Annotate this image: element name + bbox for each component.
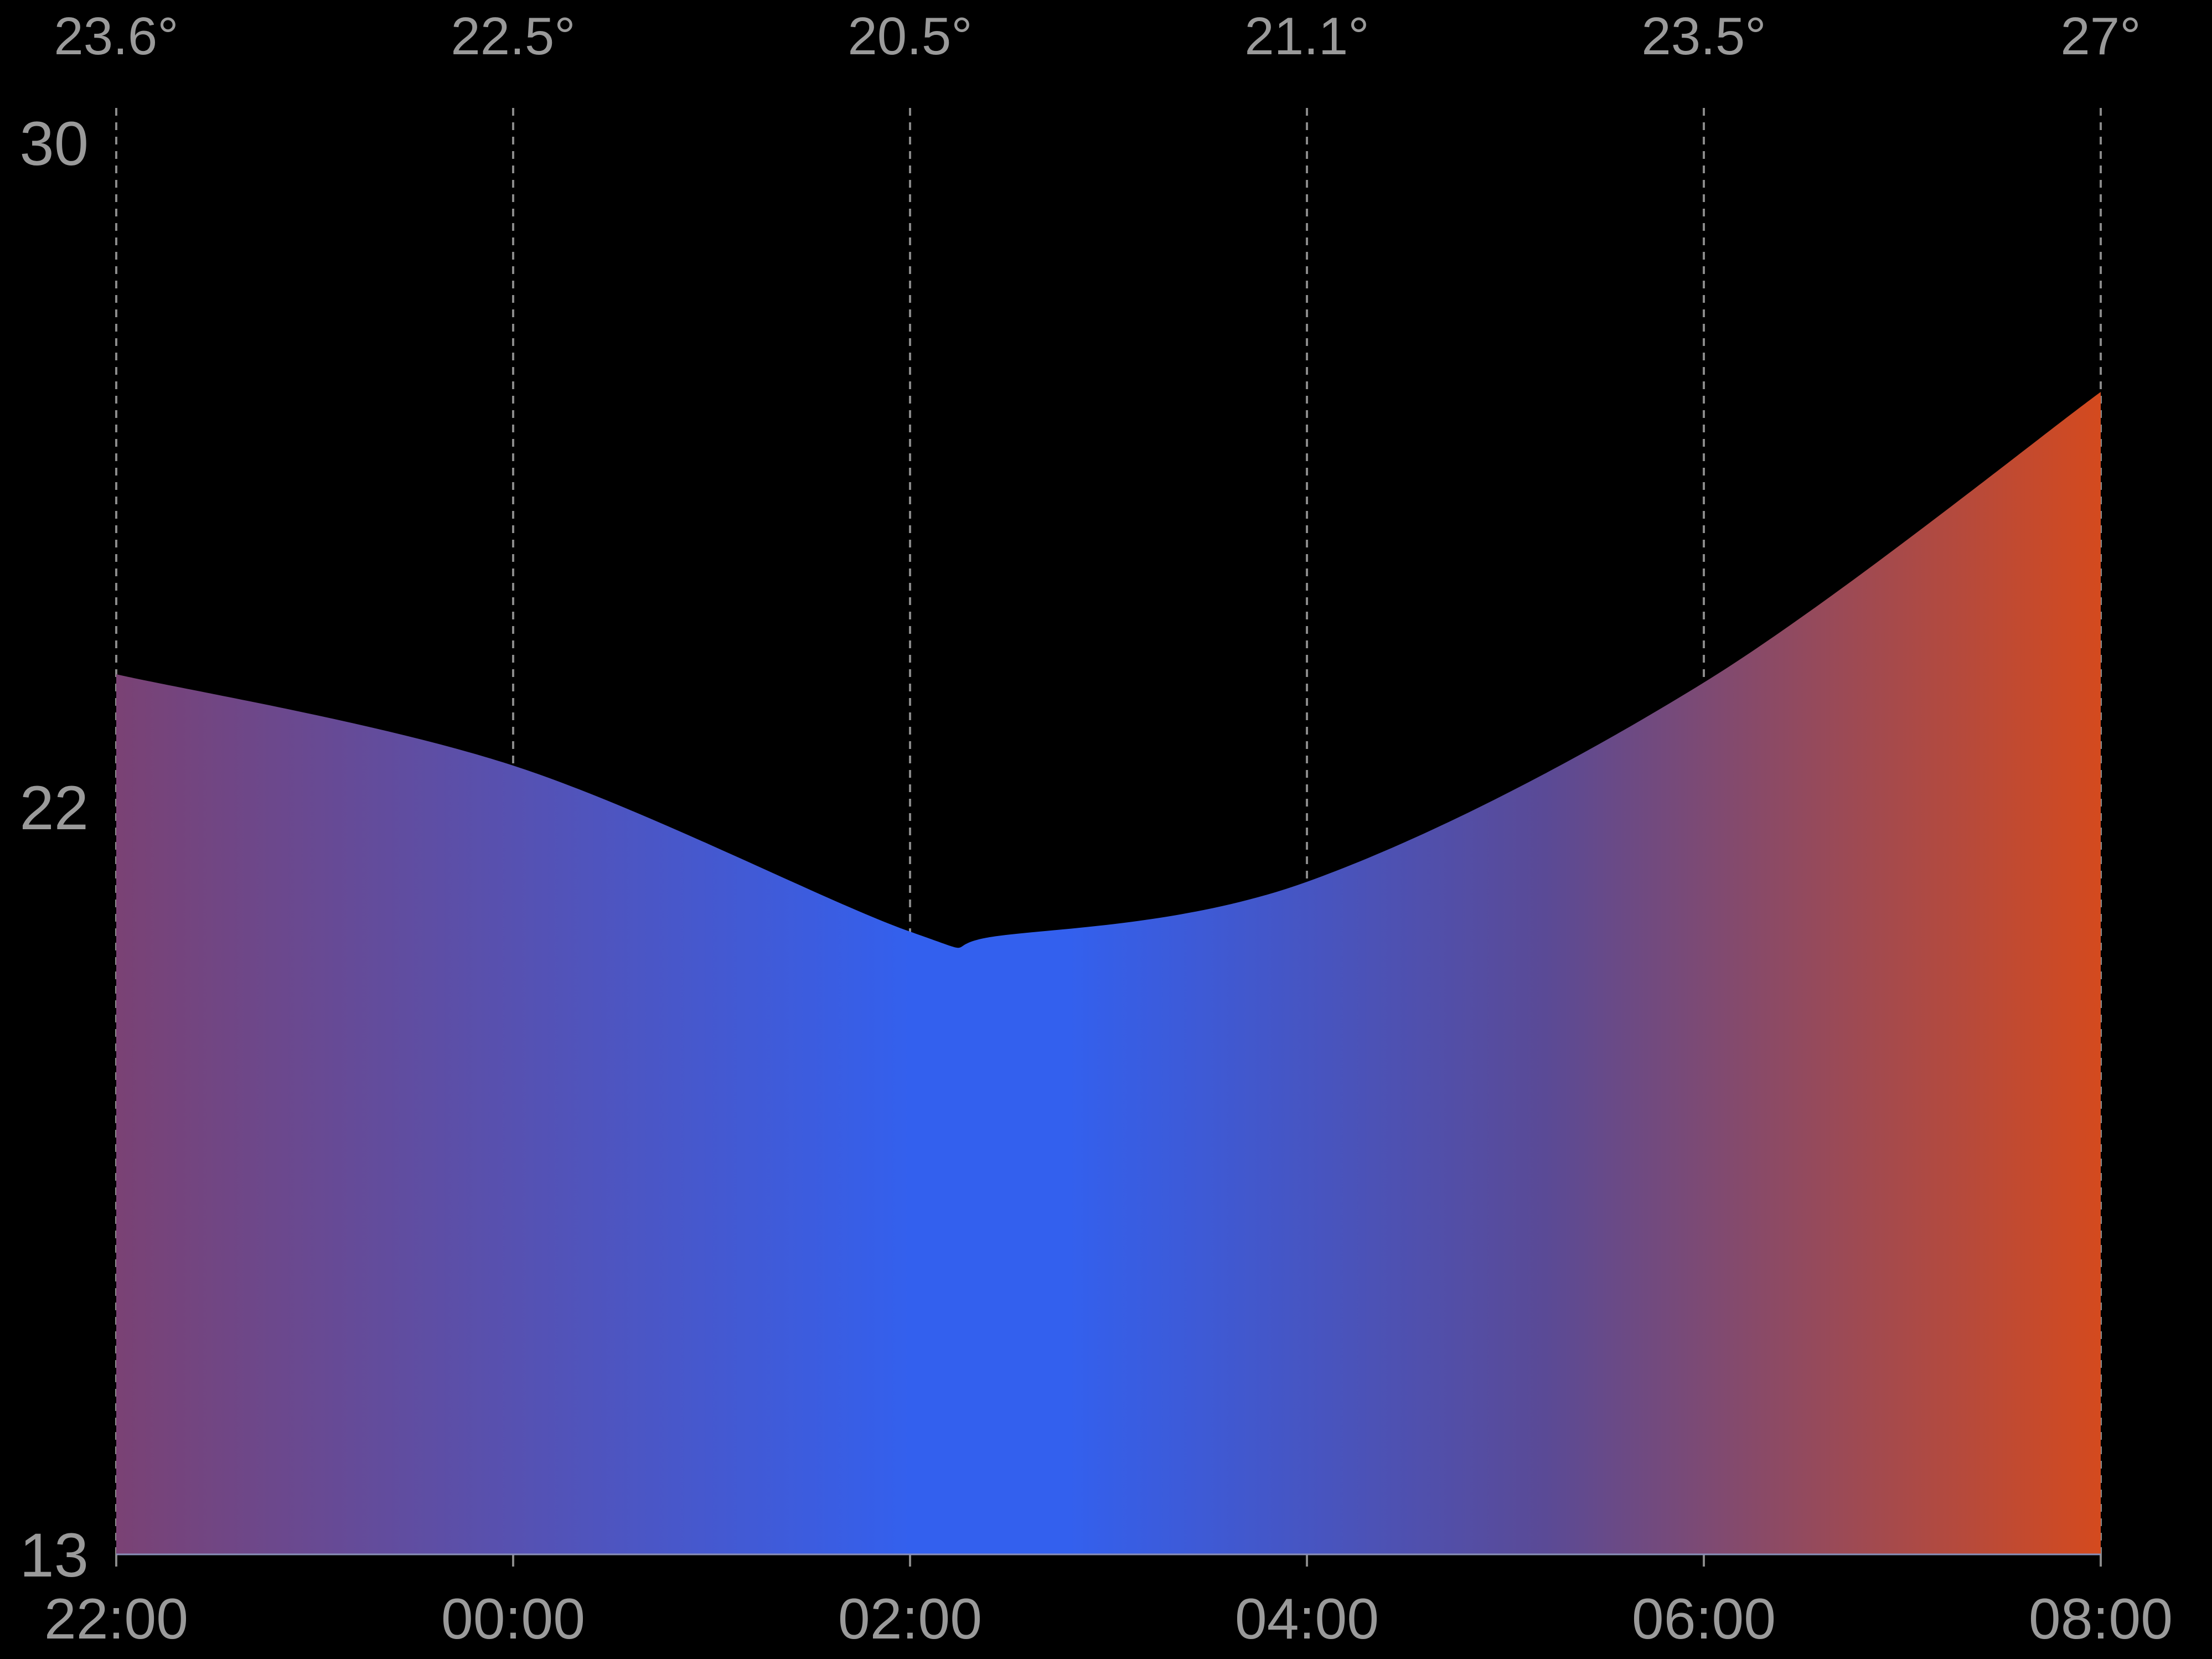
x-tick-label: 02:00	[838, 1587, 982, 1651]
top-temp-label: 22.5°	[451, 7, 575, 66]
x-tick-label: 06:00	[1632, 1587, 1776, 1651]
y-tick-label: 22	[19, 773, 89, 843]
x-tick-label: 22:00	[44, 1587, 188, 1651]
top-temp-label: 23.5°	[1641, 7, 1766, 66]
top-temp-label: 23.6°	[54, 7, 178, 66]
x-tick-label: 08:00	[2029, 1587, 2173, 1651]
top-temp-label: 21.1°	[1244, 7, 1369, 66]
temperature-area	[116, 392, 2101, 1554]
x-tick-label: 00:00	[441, 1587, 585, 1651]
y-tick-label: 13	[19, 1521, 89, 1590]
area-layer	[116, 392, 2101, 1555]
y-tick-label: 30	[19, 109, 89, 178]
top-temp-label: 20.5°	[847, 7, 972, 66]
top-temp-label: 27°	[2060, 7, 2141, 66]
x-tick-label: 04:00	[1235, 1587, 1379, 1651]
